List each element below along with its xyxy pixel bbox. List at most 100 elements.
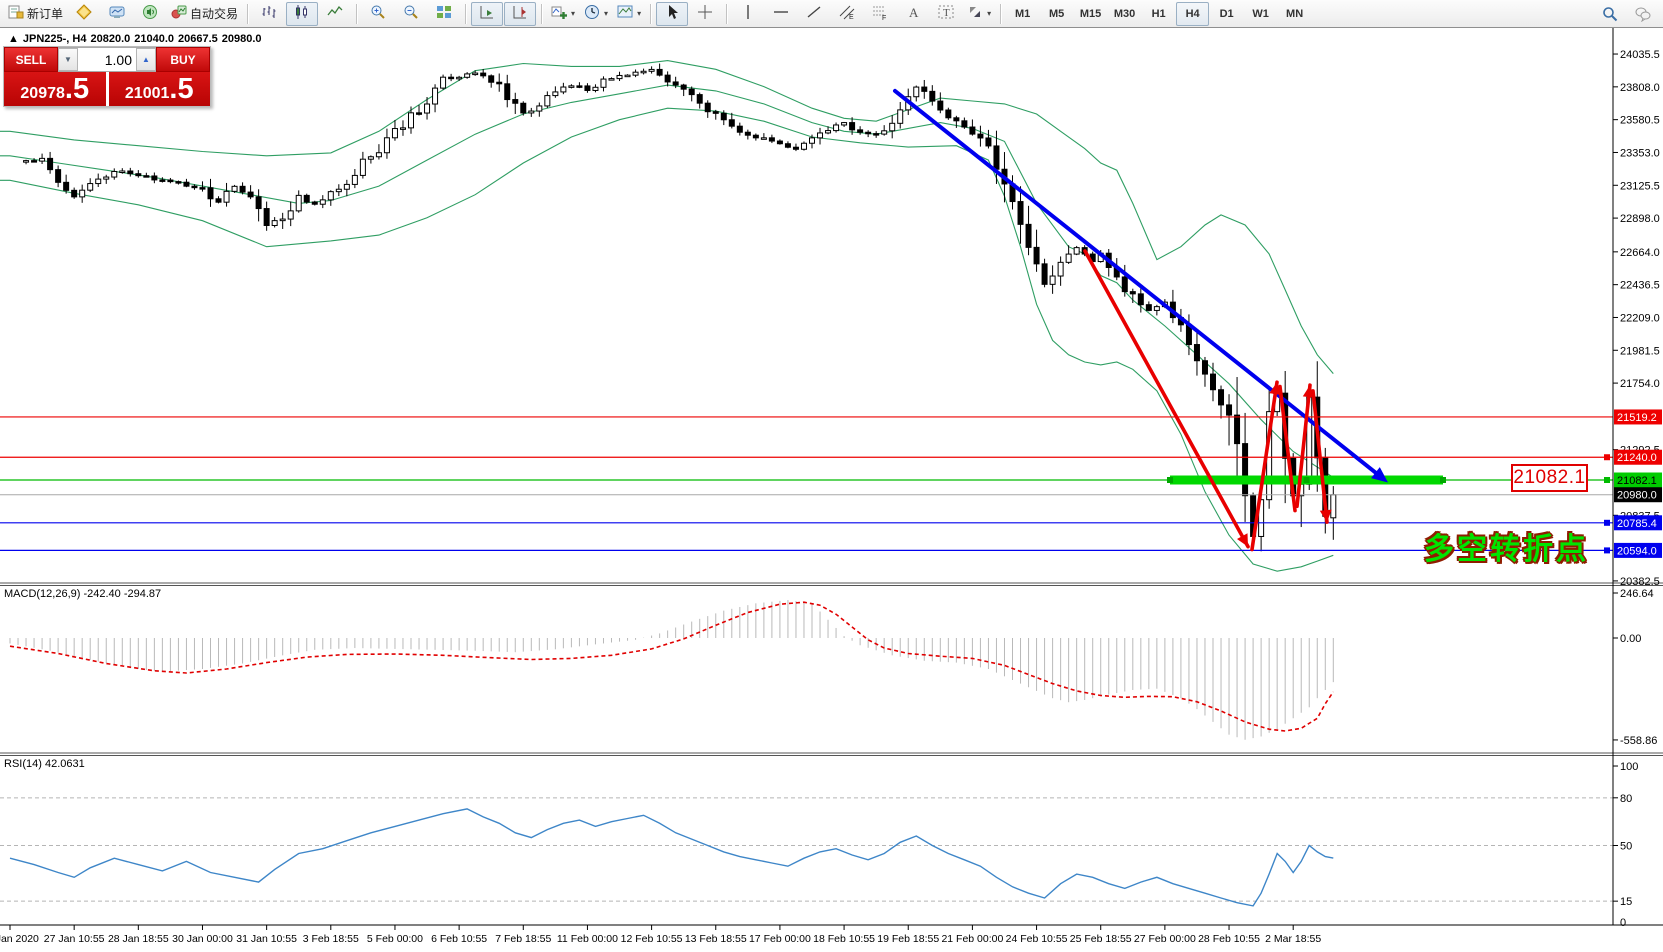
chart-candles-button[interactable] — [286, 1, 319, 26]
chart-bars-button[interactable] — [253, 2, 285, 26]
date-label: 27 Feb 00:00 — [1134, 933, 1196, 945]
sell-button[interactable]: SELL — [4, 47, 58, 72]
axis-label: 0.00 — [1620, 633, 1641, 645]
price-callout-box[interactable]: 21082.1 — [1511, 464, 1588, 492]
chartshift-icon — [512, 4, 528, 23]
ohlc-open: 20820.0 — [90, 33, 131, 45]
sell-price[interactable]: 20978.5 — [4, 72, 106, 106]
labelT-icon: T — [938, 4, 954, 23]
buy-button[interactable]: BUY — [156, 47, 210, 72]
toolbar-separator — [247, 3, 249, 24]
trendline-button[interactable] — [798, 2, 830, 26]
support-zone-bar[interactable] — [1167, 475, 1511, 485]
crosshair-button[interactable] — [689, 2, 721, 26]
market-watch-button[interactable] — [101, 2, 133, 26]
svg-text:20980.0: 20980.0 — [1617, 490, 1657, 502]
axis-label: 80 — [1620, 793, 1632, 805]
text-button[interactable]: A — [897, 2, 929, 26]
fibonacci-button[interactable]: F — [864, 2, 896, 26]
trendline-blue[interactable] — [893, 88, 1388, 483]
chart-line-button[interactable] — [319, 2, 351, 26]
chart-shift-button[interactable] — [504, 1, 537, 26]
axis-label: 23353.0 — [1620, 147, 1660, 159]
zoom-in-icon — [370, 4, 386, 23]
axis-label: 20382.5 — [1620, 576, 1660, 588]
buy-price[interactable]: 21001.5 — [108, 72, 210, 106]
text-label-button[interactable]: T — [930, 2, 962, 26]
timeframe-button-h1[interactable]: H1 — [1151, 7, 1166, 20]
horizontal-line-20594.0[interactable] — [0, 547, 1613, 554]
zoom-in-button[interactable] — [362, 2, 394, 26]
red-zigzag-arrows[interactable] — [1083, 249, 1332, 552]
price-line-label-20980.0: 20980.0 — [1614, 487, 1662, 503]
arrows-icon — [967, 4, 983, 23]
chat-button[interactable] — [1627, 2, 1659, 26]
date-label: 21 Feb 00:00 — [941, 933, 1003, 945]
date-label: 13 Feb 18:55 — [685, 933, 747, 945]
svg-text:20785.4: 20785.4 — [1617, 518, 1657, 530]
symbol-period: JPN225-, H4 — [22, 33, 87, 45]
date-label: 2 Mar 18:55 — [1265, 933, 1321, 945]
search-button[interactable] — [1594, 2, 1626, 26]
macd-pane — [9, 600, 1334, 740]
date-label: 24 Feb 10:55 — [1006, 933, 1068, 945]
axis-label: 23125.5 — [1620, 180, 1660, 192]
toolbar: 新订单 自动交易 ▾ ▾ ▾ E F A T ▾ M1 M5 M15 M30 H1 H4 D1 W1 MN — [0, 0, 1663, 28]
svg-text:E: E — [849, 14, 854, 20]
clock-icon — [584, 4, 600, 23]
axis-label: -558.86 — [1620, 735, 1657, 747]
channel-button[interactable]: E — [831, 2, 863, 26]
lot-size-input[interactable] — [78, 48, 136, 71]
annotation-text-cn[interactable]: 多空转折点 — [1424, 533, 1589, 566]
crosshair-icon — [697, 4, 713, 23]
horizontal-line-21240.0[interactable] — [0, 454, 1613, 461]
date-label: 18 Feb 10:55 — [813, 933, 875, 945]
vline-icon — [740, 4, 756, 23]
indicators-button[interactable]: ▾ — [547, 2, 579, 26]
timeframe-button-d1[interactable]: D1 — [1219, 7, 1234, 20]
autotrading-button[interactable]: 自动交易 — [167, 2, 242, 26]
timeframe-button-m5[interactable]: M5 — [1048, 7, 1065, 20]
timeframe-button-h4[interactable]: H4 — [1176, 1, 1210, 26]
indicators-icon — [551, 4, 568, 23]
axis-label: 0 — [1620, 917, 1626, 929]
new-order-icon — [8, 4, 24, 23]
fibo-icon: F — [872, 4, 888, 23]
date-label: 7 Feb 18:55 — [495, 933, 551, 945]
autotrading-button-label: 自动交易 — [190, 7, 239, 21]
timeframe-button-w1[interactable]: W1 — [1252, 7, 1269, 20]
date-label: 17 Feb 00:00 — [749, 933, 811, 945]
cursor-button[interactable] — [656, 1, 689, 26]
horizontal-line-20785.4[interactable] — [0, 519, 1613, 526]
arrows-button[interactable]: ▾ — [963, 2, 995, 26]
zoom-out-button[interactable] — [395, 2, 427, 26]
textA-icon: A — [905, 4, 921, 23]
date-label: 3 Feb 18:55 — [303, 933, 359, 945]
periods-button[interactable]: ▾ — [580, 2, 612, 26]
new-order-button[interactable]: 新订单 — [4, 2, 67, 26]
autoscroll-icon — [479, 4, 495, 23]
horizontal-line-button[interactable] — [765, 2, 797, 26]
date-label: 30 Jan 00:00 — [172, 933, 233, 945]
date-label: 5 Feb 00:00 — [367, 933, 423, 945]
lot-increase-button[interactable]: ▲ — [136, 48, 156, 71]
lot-decrease-button[interactable]: ▼ — [58, 48, 78, 71]
toolbar-separator — [1000, 3, 1002, 24]
blue-monitor-icon — [109, 4, 125, 23]
timeframe-button-m30[interactable]: M30 — [1113, 7, 1136, 20]
vertical-line-button[interactable] — [732, 2, 764, 26]
metaeditor-button[interactable] — [68, 2, 100, 26]
timeframe-button-m1[interactable]: M1 — [1014, 7, 1031, 20]
alerts-button[interactable] — [134, 2, 166, 26]
timeframe-button-mn[interactable]: MN — [1286, 7, 1304, 20]
templates-button[interactable]: ▾ — [613, 2, 645, 26]
svg-text:20594.0: 20594.0 — [1617, 545, 1657, 557]
one-click-trading-panel: SELL ▼ ▲ BUY 20978.5 21001.5 — [3, 46, 211, 107]
tile-windows-button[interactable] — [428, 2, 460, 26]
macd-signal-line — [9, 601, 1334, 732]
auto-scroll-button[interactable] — [471, 1, 504, 26]
date-label: 12 Feb 10:55 — [621, 933, 683, 945]
date-label: 19 Feb 18:55 — [877, 933, 939, 945]
timeframe-button-m15[interactable]: M15 — [1079, 7, 1102, 20]
